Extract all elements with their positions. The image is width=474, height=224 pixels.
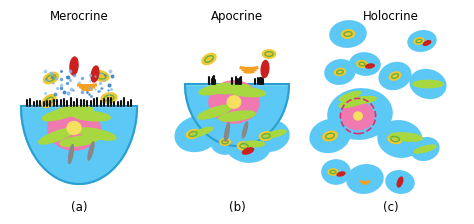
Ellipse shape bbox=[410, 70, 446, 98]
Ellipse shape bbox=[209, 81, 259, 123]
Ellipse shape bbox=[220, 139, 230, 145]
Ellipse shape bbox=[44, 73, 58, 83]
Ellipse shape bbox=[352, 97, 376, 103]
Bar bbox=[19, 23, 139, 106]
Ellipse shape bbox=[200, 84, 235, 95]
Ellipse shape bbox=[242, 122, 248, 138]
Ellipse shape bbox=[229, 88, 265, 96]
Text: Merocrine: Merocrine bbox=[50, 10, 109, 23]
Ellipse shape bbox=[342, 30, 354, 38]
Ellipse shape bbox=[390, 72, 401, 80]
Ellipse shape bbox=[242, 142, 264, 146]
Ellipse shape bbox=[175, 117, 219, 151]
Ellipse shape bbox=[264, 130, 286, 138]
Ellipse shape bbox=[328, 89, 392, 139]
Ellipse shape bbox=[60, 136, 98, 146]
Ellipse shape bbox=[226, 130, 270, 162]
Text: (a): (a) bbox=[71, 201, 87, 214]
Text: Apocrine: Apocrine bbox=[211, 10, 263, 23]
Ellipse shape bbox=[328, 169, 337, 175]
Ellipse shape bbox=[325, 60, 355, 84]
Bar bbox=[183, 17, 291, 84]
Ellipse shape bbox=[251, 121, 289, 151]
Ellipse shape bbox=[310, 120, 350, 152]
Ellipse shape bbox=[78, 128, 116, 140]
Ellipse shape bbox=[390, 133, 422, 141]
Ellipse shape bbox=[323, 131, 337, 140]
Ellipse shape bbox=[91, 66, 99, 82]
Ellipse shape bbox=[411, 138, 439, 160]
Ellipse shape bbox=[211, 130, 239, 154]
Ellipse shape bbox=[72, 111, 110, 121]
Ellipse shape bbox=[242, 148, 254, 154]
Ellipse shape bbox=[67, 121, 81, 135]
Ellipse shape bbox=[378, 121, 422, 157]
Ellipse shape bbox=[214, 85, 250, 93]
Ellipse shape bbox=[101, 93, 117, 103]
Ellipse shape bbox=[366, 64, 374, 68]
Ellipse shape bbox=[350, 53, 380, 75]
Ellipse shape bbox=[354, 112, 363, 120]
Ellipse shape bbox=[55, 106, 93, 116]
Ellipse shape bbox=[322, 160, 350, 184]
Ellipse shape bbox=[339, 97, 368, 107]
Ellipse shape bbox=[224, 123, 229, 142]
Ellipse shape bbox=[48, 106, 100, 150]
Ellipse shape bbox=[187, 130, 199, 138]
Ellipse shape bbox=[227, 96, 241, 108]
Ellipse shape bbox=[388, 135, 401, 143]
Text: (c): (c) bbox=[383, 201, 399, 214]
Ellipse shape bbox=[219, 111, 255, 121]
Ellipse shape bbox=[342, 102, 374, 130]
Ellipse shape bbox=[260, 132, 272, 140]
Ellipse shape bbox=[88, 142, 94, 160]
Ellipse shape bbox=[238, 142, 250, 150]
Ellipse shape bbox=[386, 171, 414, 193]
Ellipse shape bbox=[357, 61, 367, 67]
Ellipse shape bbox=[21, 28, 137, 184]
Text: Holocrine: Holocrine bbox=[363, 10, 419, 23]
Ellipse shape bbox=[414, 38, 424, 44]
Ellipse shape bbox=[379, 63, 410, 89]
Ellipse shape bbox=[423, 41, 431, 45]
Ellipse shape bbox=[413, 81, 443, 87]
Ellipse shape bbox=[263, 50, 275, 58]
Ellipse shape bbox=[408, 31, 436, 51]
Ellipse shape bbox=[347, 165, 383, 193]
Ellipse shape bbox=[202, 54, 216, 64]
Ellipse shape bbox=[198, 105, 232, 119]
Ellipse shape bbox=[68, 144, 73, 164]
Text: (b): (b) bbox=[228, 201, 246, 214]
Ellipse shape bbox=[397, 177, 403, 187]
Ellipse shape bbox=[337, 172, 345, 176]
Ellipse shape bbox=[335, 69, 345, 75]
Ellipse shape bbox=[261, 60, 269, 78]
Ellipse shape bbox=[43, 108, 79, 121]
Ellipse shape bbox=[70, 57, 78, 75]
Ellipse shape bbox=[340, 92, 360, 100]
Ellipse shape bbox=[330, 21, 366, 47]
Ellipse shape bbox=[191, 128, 212, 136]
Ellipse shape bbox=[93, 71, 109, 81]
Ellipse shape bbox=[185, 22, 289, 146]
Ellipse shape bbox=[42, 95, 55, 107]
Ellipse shape bbox=[39, 128, 75, 144]
Ellipse shape bbox=[415, 145, 436, 153]
